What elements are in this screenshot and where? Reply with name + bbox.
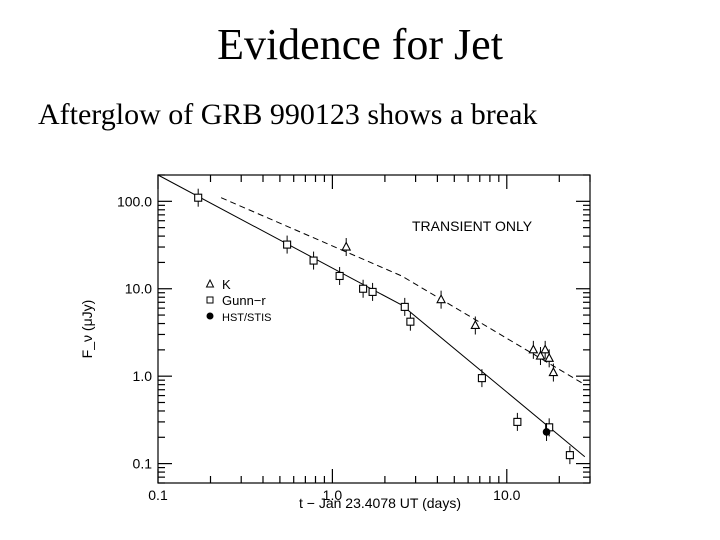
tick-labels: 0.1 1.0 10.0 0.1 1.0 10.0 100.0	[117, 193, 521, 503]
legend-label: K	[222, 277, 231, 292]
square-marker	[400, 302, 409, 311]
triangle-marker	[470, 319, 481, 330]
square-marker	[309, 256, 318, 265]
triangle-marker	[548, 366, 559, 377]
y-tick-label: 10.0	[125, 281, 152, 297]
square-marker	[565, 451, 574, 460]
legend-triangle-icon	[205, 278, 215, 288]
k-band-point	[470, 316, 481, 335]
slide-bullet-text: Afterglow of GRB 990123 shows a break	[38, 98, 538, 131]
y-tick-label: 0.1	[133, 456, 153, 472]
square-marker	[477, 374, 486, 383]
triangle-marker	[535, 350, 546, 360]
triangle-marker	[540, 344, 551, 354]
square-marker	[406, 317, 415, 326]
k-band-point	[535, 347, 546, 366]
triangle-marker	[528, 344, 539, 354]
legend-circle-icon	[206, 312, 214, 320]
legend-label: HST/STIS	[222, 312, 272, 324]
axis-ticks	[157, 174, 591, 484]
y-tick-label: 1.0	[133, 368, 153, 384]
x-tick-label: 1.0	[323, 487, 343, 503]
k-band-point	[540, 340, 551, 359]
k-band-fit-line	[220, 197, 586, 386]
legend-label: Gunn−r	[222, 293, 266, 308]
k-band-point	[341, 238, 352, 257]
data-points	[194, 188, 574, 465]
triangle-marker	[436, 294, 447, 304]
legend-square-icon	[206, 296, 214, 304]
r-band-point	[283, 235, 292, 254]
r-band-point	[309, 251, 318, 270]
filled-circle-marker	[542, 428, 551, 436]
x-tick-label: 0.1	[148, 487, 168, 503]
r-band-point	[335, 266, 344, 285]
k-band-point	[544, 349, 555, 368]
square-marker	[513, 417, 522, 426]
k-band-point	[528, 340, 539, 359]
k-band-point	[548, 363, 559, 382]
r-band-point	[194, 188, 203, 207]
hst-stis-point	[542, 422, 551, 441]
r-band-point	[406, 312, 415, 331]
r-band-point	[477, 369, 486, 388]
square-marker	[368, 287, 377, 296]
square-marker	[359, 284, 368, 293]
r-band-point	[513, 412, 522, 431]
plot-frame	[157, 174, 591, 484]
y-tick-label: 100.0	[117, 193, 152, 209]
k-band-point	[436, 290, 447, 309]
y-axis-label: F_ν (μJy)	[79, 300, 95, 359]
slide-title: Evidence for Jet	[217, 20, 503, 69]
square-marker	[194, 193, 203, 202]
r-band-point	[368, 282, 377, 301]
square-marker	[283, 240, 292, 249]
x-tick-label: 10.0	[493, 487, 520, 503]
r-band-point	[400, 297, 409, 316]
r-band-point	[565, 446, 574, 465]
triangle-marker	[544, 352, 555, 362]
afterglow-light-curve-chart: 0.1 1.0 10.0 0.1 1.0 10.0 100.0 t − Jan 23.407…	[79, 174, 591, 511]
transient-only-annotation: TRANSIENT ONLY	[412, 218, 533, 234]
square-marker	[335, 271, 344, 281]
r-band-point	[359, 279, 368, 298]
x-axis-label: t − Jan 23.4078 UT (days)	[299, 495, 461, 511]
triangle-marker	[341, 241, 352, 251]
